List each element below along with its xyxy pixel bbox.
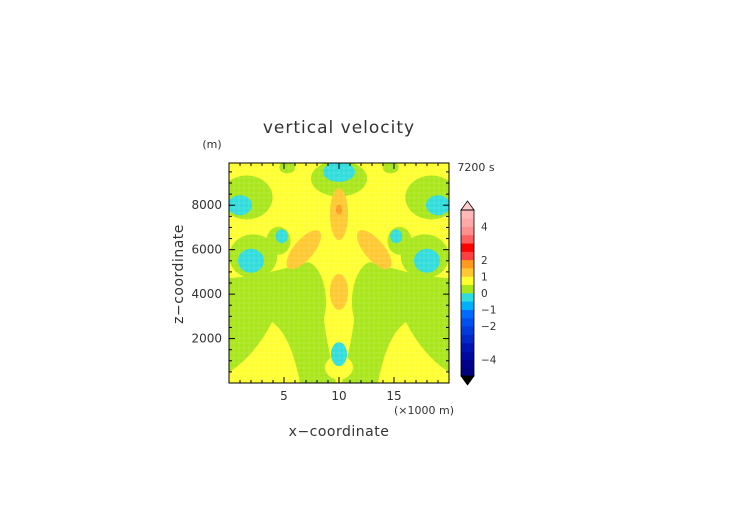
colorbar-swatch [461,367,474,377]
colorbar-swatch [461,268,474,277]
colorbar-swatch [461,342,474,352]
colorbar-label: −2 [481,321,496,333]
colorbar-swatch [461,293,474,302]
y-axis-label: z−coordinate [171,224,187,324]
y-axis: 2000 4000 6000 8000 [191,171,449,373]
colorbar-swatch [461,251,474,261]
field-region [229,322,300,383]
colorbar-label: 1 [481,271,488,283]
field-region [275,229,288,244]
colorbar-extend-top [460,200,475,211]
colorbar-swatch [461,309,474,319]
field-grid [229,163,449,383]
x-unit-label: (×1000 m) [394,404,454,417]
colorbar-swatch [461,334,474,344]
colorbar-swatch [461,259,474,269]
field-region [330,273,348,310]
x-tick-label: 10 [331,389,346,403]
colorbar-swatch [461,301,474,310]
field-region [356,230,392,270]
colorbar-swatch [461,226,474,236]
x-tick-label: 15 [386,389,401,403]
field-region [279,163,296,174]
colorbar-swatch [461,317,474,327]
y-tick-label: 6000 [191,243,222,257]
colorbar-label: 4 [481,222,488,234]
colorbar-label: −4 [481,354,497,366]
field-region [414,248,440,273]
field-region [229,195,252,216]
colorbar-swatch [461,276,474,285]
field-region [378,322,449,383]
y-tick-label: 4000 [191,287,222,301]
field-region [336,204,342,215]
colorbar-swatch [461,359,474,368]
field-region [331,342,347,367]
field-region [390,229,403,244]
colorbar-swatch [461,284,474,294]
field-region [382,163,399,174]
x-axis: 5 10 15 [239,163,439,403]
x-tick-label: 5 [280,389,288,403]
y-unit-label: (m) [202,138,221,151]
colorbar-swatch [461,243,474,252]
x-axis-label: x−coordinate [289,424,390,440]
y-tick-label: 2000 [191,332,222,346]
colorbar-swatch [461,218,474,227]
colorbar-swatch [461,234,474,244]
field-region [286,230,322,270]
colorbar-extend-bottom [460,375,475,386]
colorbar-swatch [461,351,474,360]
field-region [323,163,355,182]
colorbar-swatch [461,210,474,219]
field-region [238,248,264,273]
field-region [426,195,449,216]
velocity-field [229,163,449,383]
colorbar-frame [460,209,475,377]
chart-title: vertical velocity [263,118,415,138]
y-tick-label: 8000 [191,198,222,212]
colorbar-label: 2 [481,255,488,267]
colorbar-swatch [461,326,474,335]
colorbar: 4 2 1 0 −1 −2 −4 [460,200,497,386]
time-label: 7200 s [457,161,494,174]
colorbar-label: 0 [481,288,488,300]
field-region [325,355,353,380]
colorbar-label: −1 [481,305,496,317]
